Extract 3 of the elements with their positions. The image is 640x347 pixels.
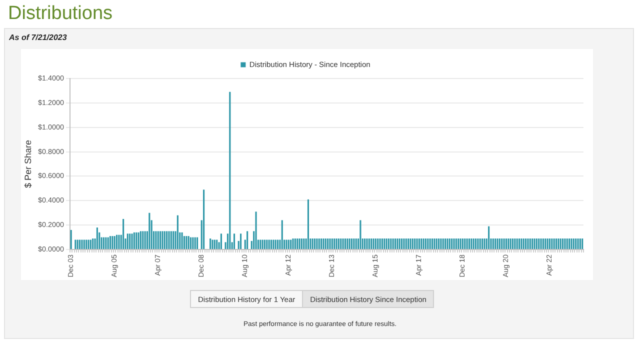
chart-subtitle: As of 7/21/2023 bbox=[9, 33, 67, 43]
y-axis-title: $ Per Share bbox=[22, 140, 33, 188]
chart-title: Distributions bbox=[8, 3, 113, 25]
